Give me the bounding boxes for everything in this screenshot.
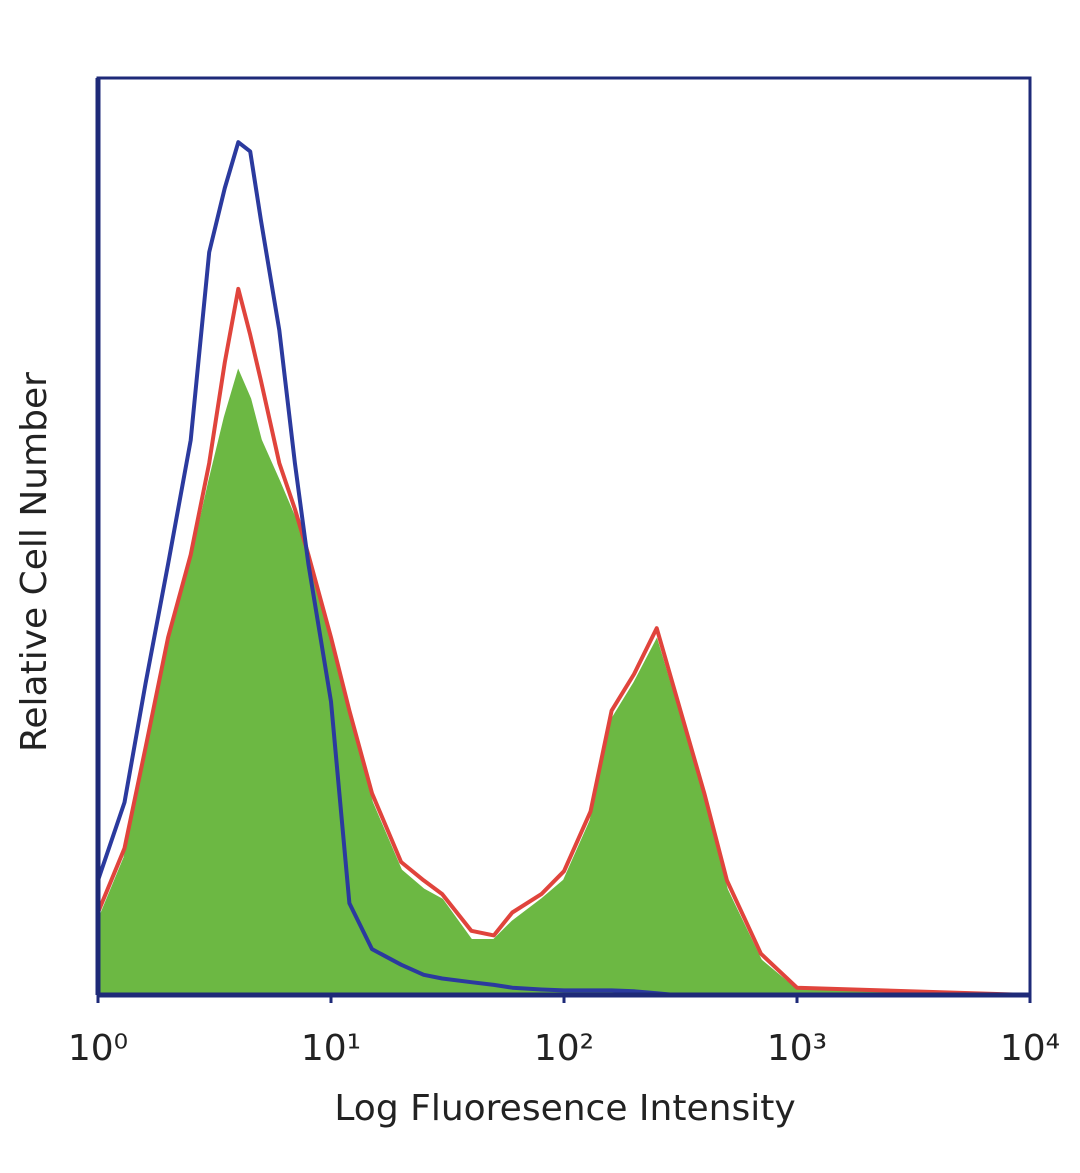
x-tick-label: 10¹ <box>301 1028 361 1069</box>
y-axis-label: Relative Cell Number <box>14 372 55 752</box>
x-axis-label: Log Fluoresence Intensity <box>334 1088 795 1129</box>
x-tick-label: 10³ <box>767 1028 827 1069</box>
histogram-line <box>96 286 1031 997</box>
x-tick-label: 10⁴ <box>1000 1028 1060 1069</box>
histogram-area <box>97 368 1031 996</box>
x-tick-label: 10² <box>534 1028 594 1069</box>
x-tick-label: 10⁰ <box>68 1028 128 1069</box>
